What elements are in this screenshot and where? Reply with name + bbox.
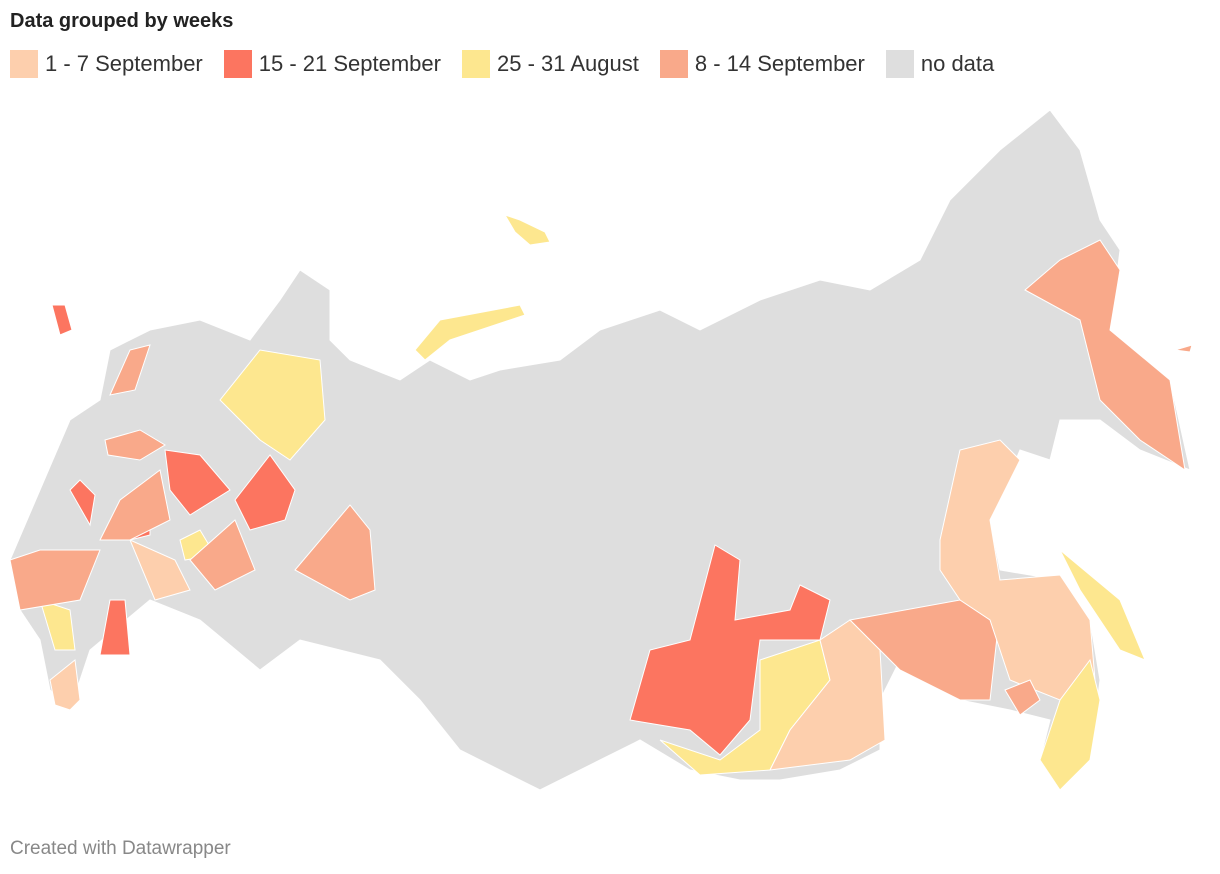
legend-label: 15 - 21 September — [258, 51, 441, 76]
region — [99, 599, 131, 656]
region — [189, 519, 256, 591]
region — [49, 659, 81, 711]
region — [234, 454, 296, 531]
legend-item: 1 - 7 September — [10, 50, 203, 78]
legend-item: 15 - 21 September — [223, 50, 441, 78]
legend-swatch — [10, 50, 38, 78]
title: Data grouped by weeks — [10, 10, 234, 32]
region — [9, 549, 101, 611]
region — [629, 544, 831, 756]
region — [99, 469, 171, 541]
region — [164, 449, 231, 516]
region — [939, 439, 1096, 701]
region — [414, 304, 526, 361]
region — [1059, 549, 1146, 661]
region — [1004, 679, 1041, 716]
legend-item: 8 - 14 September — [659, 50, 865, 78]
region — [1174, 344, 1193, 353]
legend-label: 8 - 14 September — [694, 51, 865, 76]
legend-swatch — [659, 50, 688, 78]
legend-label: 1 - 7 September — [45, 51, 203, 76]
region — [129, 539, 191, 601]
region — [104, 429, 166, 461]
legend-swatch — [223, 50, 252, 78]
region — [51, 304, 73, 336]
region — [503, 214, 551, 246]
region — [69, 479, 96, 527]
region — [109, 344, 151, 396]
region — [219, 349, 326, 461]
legend-swatch — [885, 50, 914, 78]
legend-label: no data — [920, 51, 995, 76]
footer: Created with Datawrapper — [10, 838, 231, 859]
region — [1039, 658, 1101, 791]
region — [1024, 239, 1186, 472]
legend-swatch — [461, 50, 490, 78]
legend-label: 25 - 31 August — [496, 51, 639, 76]
region — [294, 504, 376, 601]
legend-item: no data — [885, 50, 995, 78]
legend: 1 - 7 September 15 - 21 September 25 - 31 … — [10, 50, 994, 78]
region — [39, 599, 76, 651]
legend-item: 25 - 31 August — [461, 50, 639, 78]
